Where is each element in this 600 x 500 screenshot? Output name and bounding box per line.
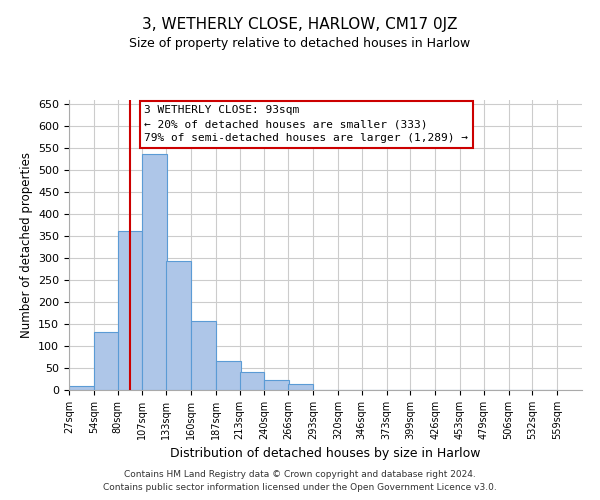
Text: Size of property relative to detached houses in Harlow: Size of property relative to detached ho… (130, 38, 470, 51)
Bar (289, 384, 313, 390)
Text: Contains HM Land Registry data © Crown copyright and database right 2024.
Contai: Contains HM Land Registry data © Crown c… (103, 470, 497, 492)
X-axis label: Distribution of detached houses by size in Harlow: Distribution of detached houses by size … (170, 448, 481, 460)
Bar (191, 321, 216, 390)
Bar (118, 230, 142, 390)
Bar (239, 372, 265, 390)
Text: 3 WETHERLY CLOSE: 93sqm
← 20% of detached houses are smaller (333)
79% of semi-d: 3 WETHERLY CLOSE: 93sqm ← 20% of detache… (144, 106, 468, 144)
Bar (69, 386, 94, 390)
Bar (94, 332, 119, 390)
Bar (166, 262, 191, 390)
Bar (216, 362, 241, 390)
Bar (265, 380, 289, 390)
Text: 3, WETHERLY CLOSE, HARLOW, CM17 0JZ: 3, WETHERLY CLOSE, HARLOW, CM17 0JZ (142, 18, 458, 32)
Y-axis label: Number of detached properties: Number of detached properties (20, 152, 32, 338)
Bar (142, 154, 167, 390)
